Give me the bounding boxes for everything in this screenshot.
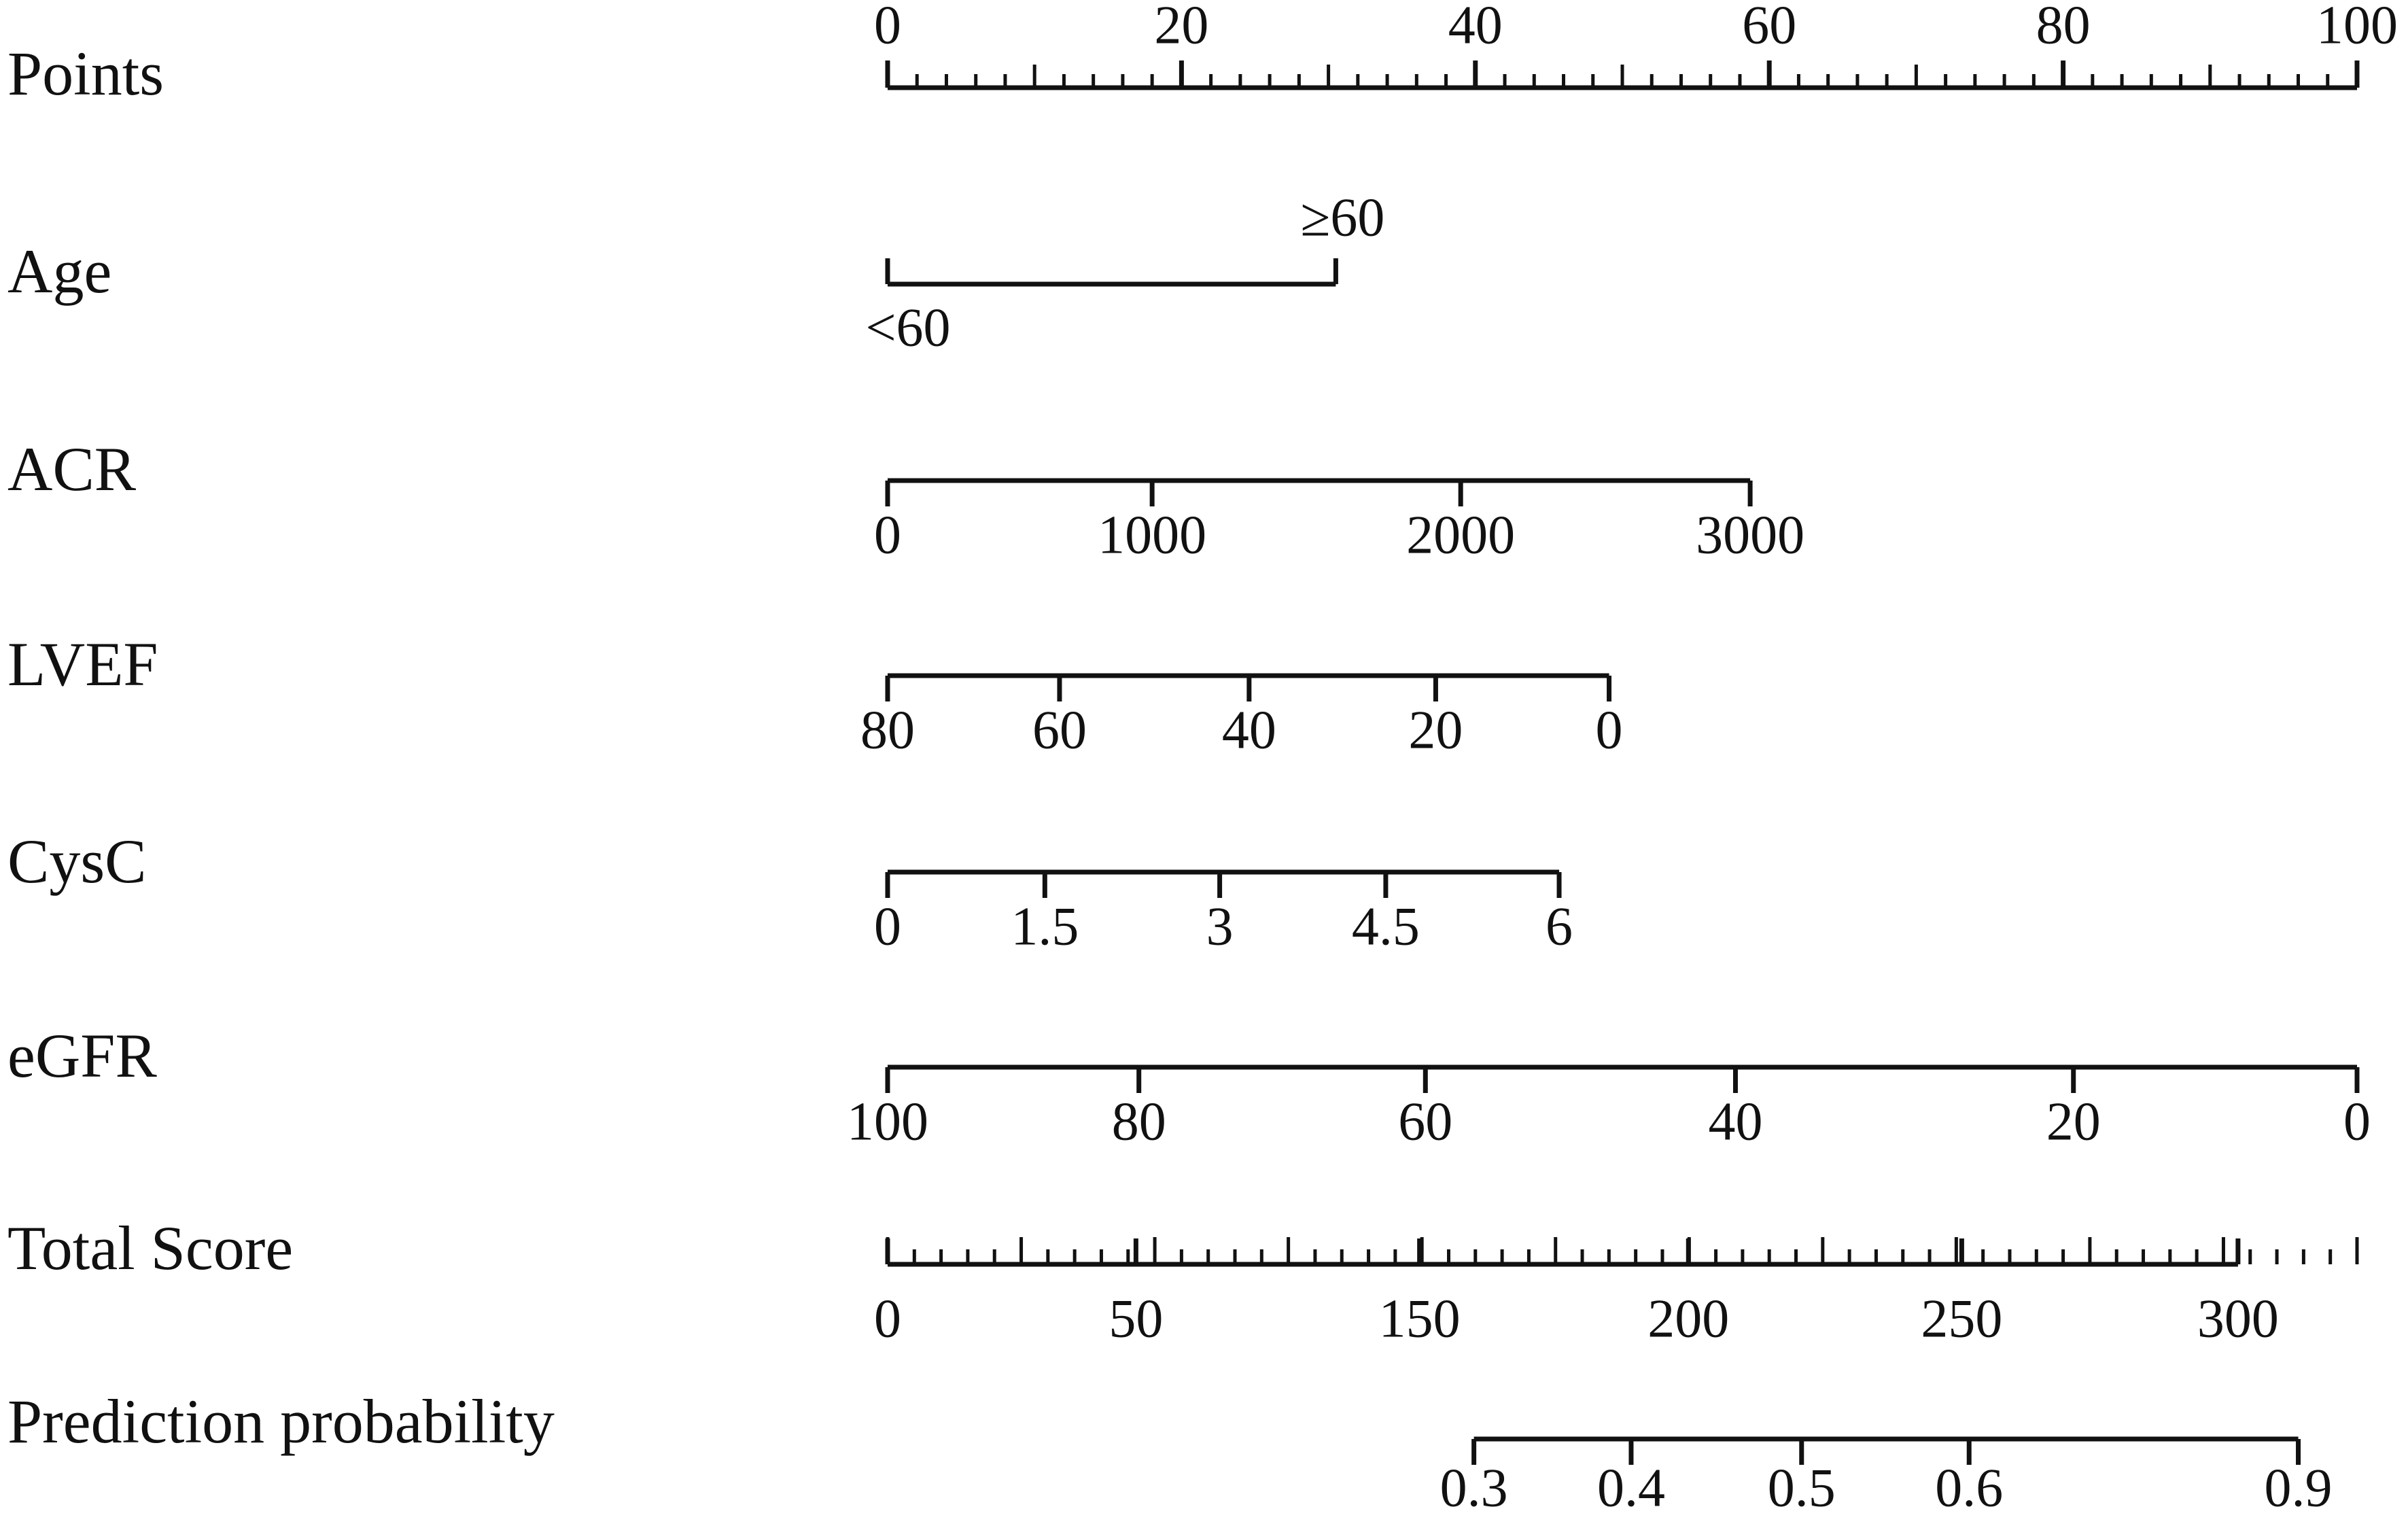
tick-label: 4.5	[1352, 897, 1420, 956]
tick-label: 0.3	[1440, 1458, 1508, 1518]
tick-label: 150	[1379, 1289, 1461, 1349]
tick-label: 20	[1408, 700, 1463, 760]
row-label: CysC	[7, 827, 147, 896]
tick-label: 3	[1206, 897, 1234, 956]
tick-label: 0	[1596, 700, 1623, 760]
tick-label: 0.5	[1768, 1458, 1836, 1518]
tick-label: 50	[1109, 1289, 1163, 1349]
tick-label: 100	[2316, 0, 2398, 55]
tick-label: 0	[874, 0, 901, 55]
row-label: Points	[7, 39, 164, 108]
row-label: Prediction probability	[7, 1387, 555, 1456]
row-label: Total Score	[7, 1213, 293, 1283]
row-label: eGFR	[7, 1021, 157, 1090]
tick-label: 0	[874, 1289, 901, 1349]
tick-label: 40	[1222, 700, 1276, 760]
tick-label: 0.4	[1597, 1458, 1665, 1518]
tick-label: 2000	[1406, 505, 1515, 565]
tick-label: 100	[847, 1092, 928, 1151]
tick-label: 3000	[1696, 505, 1804, 565]
tick-label: 0	[2343, 1092, 2371, 1151]
tick-label: 60	[1032, 700, 1087, 760]
tick-label: 80	[2036, 0, 2091, 55]
tick-label: 6	[1546, 897, 1573, 956]
tick-label: 60	[1398, 1092, 1452, 1151]
tick-label: 60	[1742, 0, 1796, 55]
tick-label: 0.6	[1935, 1458, 2003, 1518]
tick-label: 40	[1708, 1092, 1762, 1151]
tick-label: 0	[874, 505, 901, 565]
tick-label: 0	[874, 897, 901, 956]
tick-label: 20	[1154, 0, 1208, 55]
tick-label: <60	[865, 298, 950, 358]
tick-label: 1000	[1098, 505, 1206, 565]
row-label: LVEF	[7, 629, 158, 699]
tick-label: 80	[860, 700, 915, 760]
tick-label: 200	[1647, 1289, 1729, 1349]
tick-label: ≥60	[1300, 188, 1384, 247]
row-label: ACR	[7, 434, 137, 504]
tick-label: 250	[1921, 1289, 2002, 1349]
tick-label: 300	[2197, 1289, 2279, 1349]
tick-label: 20	[2046, 1092, 2101, 1151]
tick-label: 1.5	[1011, 897, 1079, 956]
tick-label: 40	[1448, 0, 1503, 55]
tick-label: 0.9	[2265, 1458, 2333, 1518]
row-label: Age	[7, 237, 111, 306]
tick-label: 80	[1112, 1092, 1166, 1151]
